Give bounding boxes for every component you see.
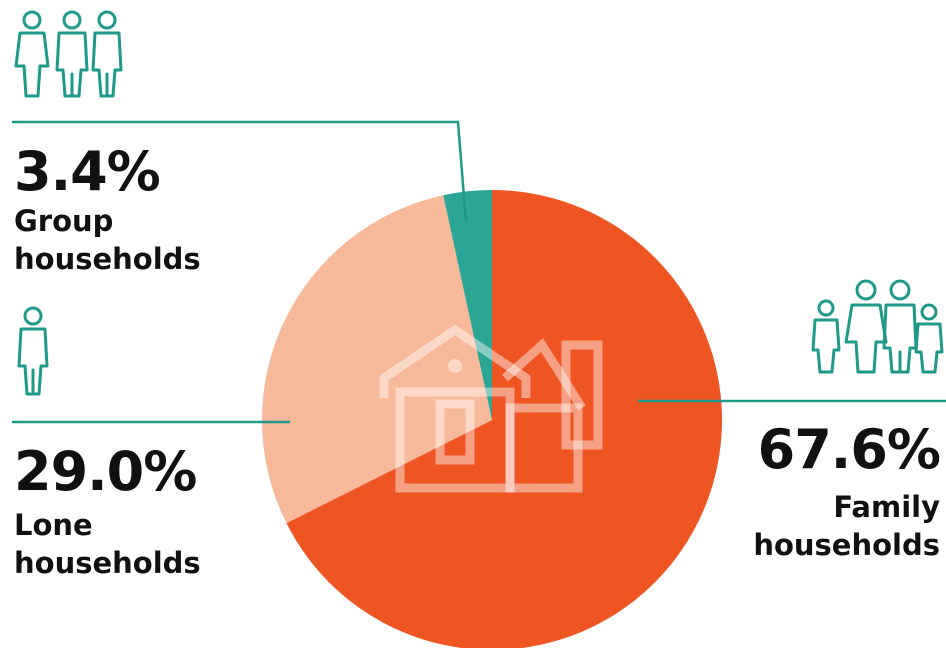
family-label-line2: households <box>753 528 940 562</box>
lone-label-line2: households <box>14 546 201 580</box>
family-label-line1: Family <box>833 490 940 524</box>
family-households-label: Family households <box>753 488 940 564</box>
people-group-icon <box>14 10 123 98</box>
group-label-line2: households <box>14 242 201 276</box>
pie-slice-group <box>443 190 492 420</box>
leader-lines <box>12 120 946 424</box>
group-leader-line <box>12 120 468 223</box>
pie-slice-family <box>286 190 722 648</box>
lone-label-line1: Lone <box>14 508 93 542</box>
family-percent-label: 67.6% <box>757 418 941 481</box>
group-percent-label: 3.4% <box>14 140 161 203</box>
house-icon <box>379 324 603 493</box>
group-label-line1: Group <box>14 204 114 238</box>
person-icon <box>17 306 49 396</box>
family-icon <box>811 279 944 374</box>
lone-percent-label: 29.0% <box>14 440 197 503</box>
house-icon-dot <box>448 359 462 373</box>
pie-slice-lone <box>262 195 492 524</box>
lone-households-label: Lone households <box>14 506 201 582</box>
group-households-label: Group households <box>14 202 201 278</box>
